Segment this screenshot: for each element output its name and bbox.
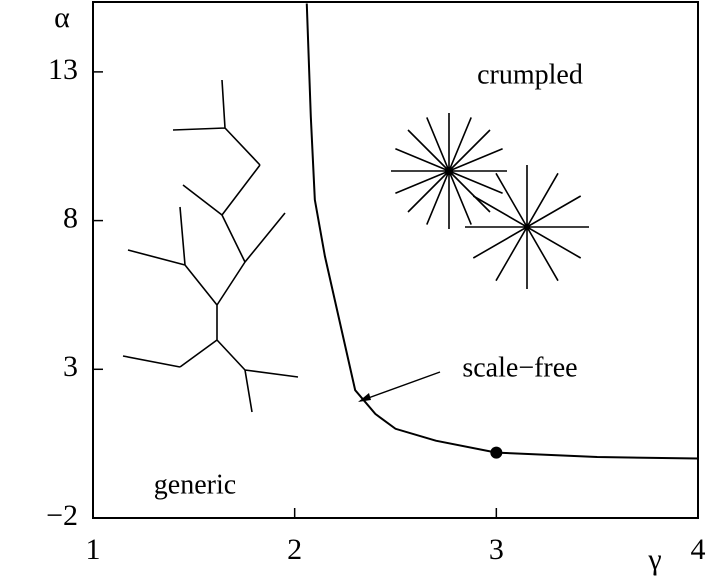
- annotation: scale−free: [462, 352, 577, 383]
- y-tick-label: 8: [63, 201, 78, 234]
- x-tick-label: 2: [287, 533, 302, 566]
- annotation-arrow: [359, 371, 441, 402]
- annotation: generic: [154, 469, 236, 500]
- y-tick-label: 13: [48, 53, 78, 86]
- x-tick-label: 4: [691, 533, 706, 566]
- annotation: crumpled: [477, 59, 583, 90]
- marker-point: [490, 446, 503, 459]
- x-tick-label: 1: [86, 533, 101, 566]
- y-tick-label: −2: [46, 499, 78, 532]
- star-illustration: [391, 113, 589, 289]
- plot-frame: [92, 1, 699, 519]
- tree-illustration: [122, 79, 299, 413]
- arrow-head: [358, 393, 371, 402]
- x-axis-label: γ: [647, 543, 661, 576]
- x-tick-label: 3: [489, 533, 504, 566]
- curve: [305, 3, 699, 460]
- y-tick-label: 3: [63, 350, 78, 383]
- y-axis-label: α: [54, 1, 70, 34]
